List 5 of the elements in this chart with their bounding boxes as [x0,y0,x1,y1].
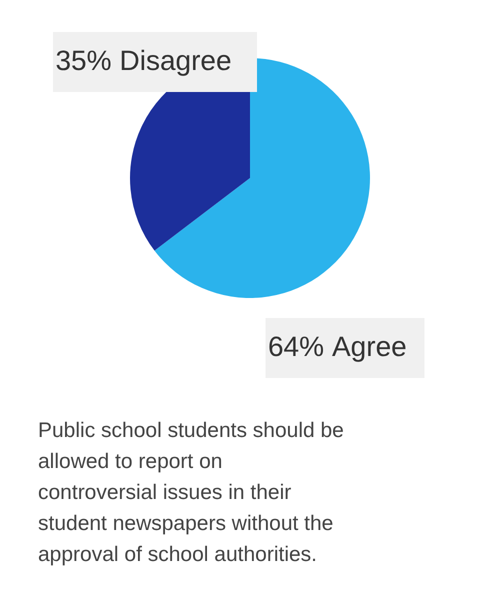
data-label: 64% [268,331,324,362]
data-label: 35% [55,45,112,76]
slice-label: Disagree [120,45,232,76]
text: Public school students should be allowed to report on controversial issues in their student newspapers without the approval of school authorities. [38,419,344,566]
slice-label: Agree [332,331,407,362]
